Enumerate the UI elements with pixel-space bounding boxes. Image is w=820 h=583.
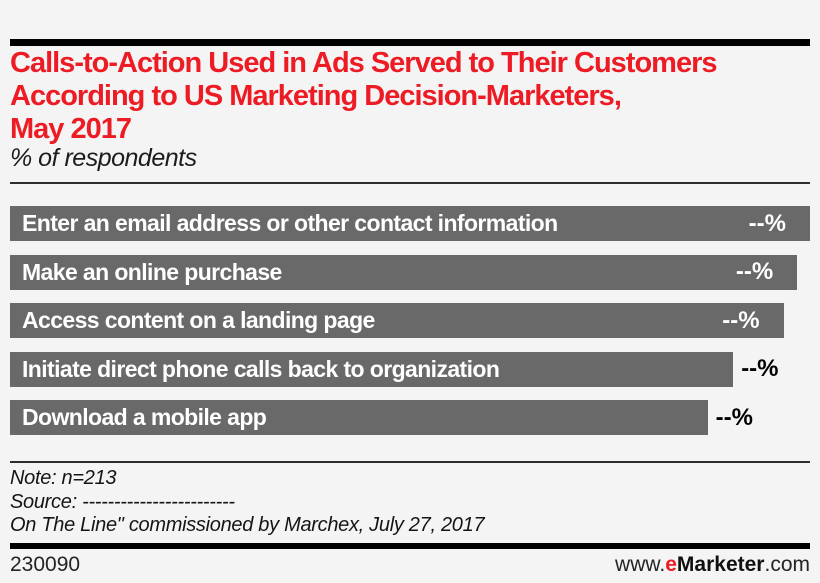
brand-name-rest: Marketer	[676, 553, 765, 576]
chart-subtitle-unit: % of respondents	[10, 144, 197, 172]
chart-id: 230090	[10, 553, 81, 576]
bar-value-label: --%	[722, 306, 760, 334]
url-prefix: www.	[615, 553, 666, 576]
bottom-divider-bar	[10, 543, 810, 549]
chart-title-line-2: According to US Marketing Decision-Marke…	[10, 80, 622, 112]
bar-online-purchase: Make an online purchase --%	[10, 254, 798, 290]
bar-category-label: Download a mobile app	[22, 404, 267, 430]
bar-value-label: --%	[715, 403, 753, 431]
url-suffix: .com	[764, 553, 810, 576]
bar-category-label: Access content on a landing page	[22, 307, 375, 333]
chart-title-line-3: May 2017	[10, 113, 132, 145]
bar-landing-page: Access content on a landing page --%	[10, 303, 784, 338]
chart-title: Calls-to-Action Used in Ads Served to Th…	[10, 47, 815, 146]
bar-value-label: --%	[748, 209, 786, 237]
bar-row: Download a mobile app --%	[10, 400, 810, 435]
bar-row: Enter an email address or other contact …	[10, 206, 810, 241]
bar-chart: Enter an email address or other contact …	[10, 206, 810, 435]
bar-mobile-app: Download a mobile app	[10, 400, 708, 435]
source-line-2: On The Line" commissioned by Marchex, Ju…	[10, 514, 485, 536]
header-divider-line	[10, 182, 810, 184]
bar-row: Initiate direct phone calls back to orga…	[10, 351, 810, 387]
notes-block: Note: n=213 Source: --------------------…	[10, 467, 485, 538]
emarketer-url: www.eMarketer.com	[615, 553, 810, 577]
note-line: Note: n=213	[10, 467, 117, 489]
bar-phone-calls: Initiate direct phone calls back to orga…	[10, 351, 734, 387]
bar-category-label: Initiate direct phone calls back to orga…	[22, 355, 500, 382]
bar-enter-email: Enter an email address or other contact …	[10, 206, 810, 241]
chart-title-line-1: Calls-to-Action Used in Ads Served to Th…	[10, 47, 717, 79]
bar-row: Access content on a landing page --%	[10, 303, 810, 338]
bar-value-label: --%	[741, 355, 779, 382]
bar-category-label: Enter an email address or other contact …	[22, 210, 558, 236]
bar-value-label: --%	[735, 258, 774, 285]
source-line: Source: ------------------------	[10, 490, 235, 513]
bar-row: Make an online purchase --%	[10, 254, 810, 290]
notes-divider-line	[10, 461, 810, 463]
bar-category-label: Make an online purchase	[22, 258, 282, 285]
brand-letter-e: e	[665, 553, 677, 576]
top-divider-bar	[10, 39, 810, 46]
